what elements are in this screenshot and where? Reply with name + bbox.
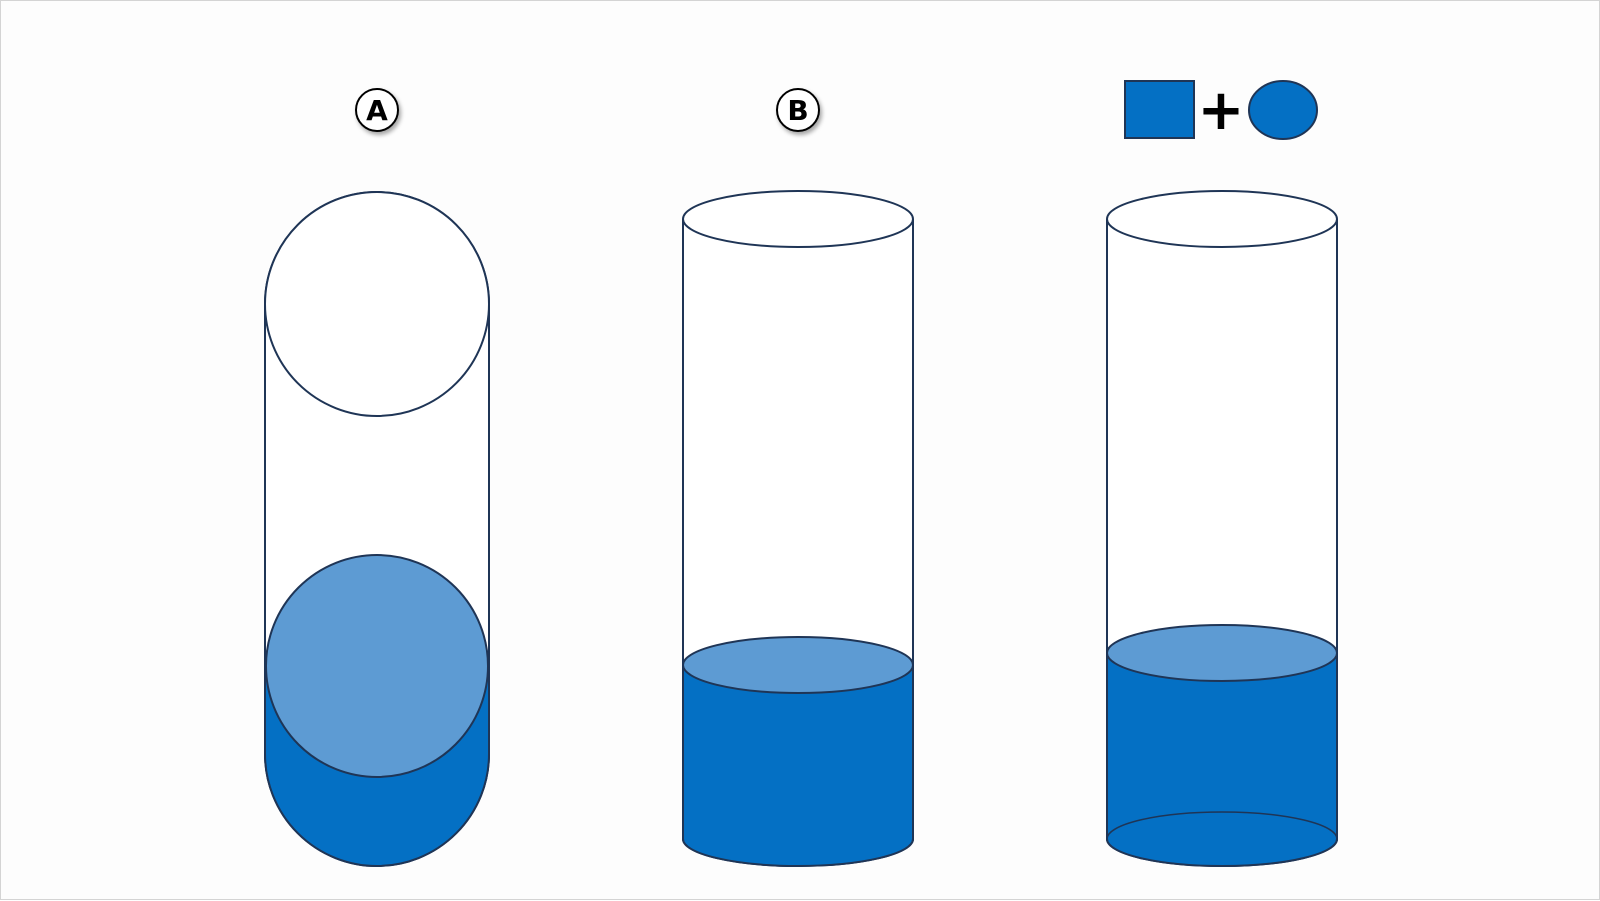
legend-square-icon xyxy=(1124,80,1195,139)
vessel-a xyxy=(264,191,490,867)
legend-circle-icon xyxy=(1248,80,1318,140)
vessel-b-liquid xyxy=(682,664,914,867)
vessel-c-liquid-surface xyxy=(1106,624,1338,682)
vessel-b-liquid-surface xyxy=(682,636,914,694)
label-a-text: A xyxy=(366,94,388,127)
vessel-b xyxy=(682,190,914,867)
label-b-text: B xyxy=(787,94,808,127)
vessel-c xyxy=(1106,190,1338,867)
vessel-a-lower-sphere xyxy=(265,554,489,778)
legend-square-plus-circle: + xyxy=(1124,78,1318,143)
label-b-badge: B xyxy=(776,88,820,132)
vessel-b-rim xyxy=(682,190,914,248)
label-a-badge: A xyxy=(355,88,399,132)
legend-plus-sign: + xyxy=(1198,78,1245,143)
vessel-c-liquid xyxy=(1106,652,1338,867)
vessel-c-rim xyxy=(1106,190,1338,248)
vessel-a-upper-sphere xyxy=(264,191,490,417)
label-b-circle xyxy=(776,88,820,132)
vessel-c-bottom-edge xyxy=(1106,811,1338,840)
label-a-circle xyxy=(355,88,399,132)
